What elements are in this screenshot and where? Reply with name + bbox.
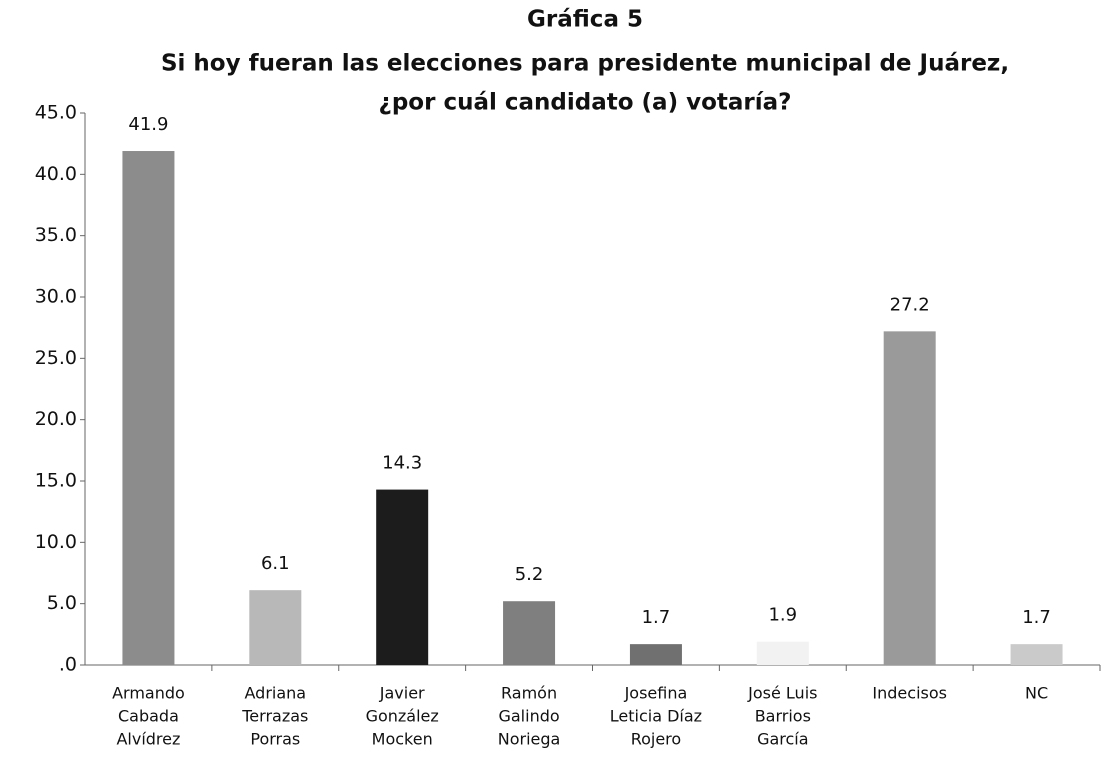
- y-tick-label: .0: [59, 654, 77, 676]
- x-tick-label: Galindo: [498, 707, 559, 726]
- x-tick-label: Josefina: [624, 684, 688, 703]
- x-tick-label: Adriana: [245, 684, 307, 703]
- bar: [503, 601, 556, 665]
- chart-title: Gráfica 5: [527, 7, 643, 33]
- y-tick-label: 40.0: [35, 163, 77, 185]
- x-tick-label: Alvídrez: [116, 730, 180, 749]
- value-label: 6.1: [261, 553, 290, 574]
- x-tick-label: Noriega: [498, 730, 561, 749]
- value-label: 27.2: [890, 294, 930, 315]
- x-tick-label: Porras: [250, 730, 300, 749]
- value-label: 1.9: [768, 605, 797, 626]
- bar: [756, 641, 809, 665]
- bar: [883, 331, 936, 665]
- value-label: 14.3: [382, 453, 422, 474]
- x-tick-label: González: [366, 707, 439, 726]
- x-tick-label: Cabada: [118, 707, 179, 726]
- bar: [629, 644, 682, 665]
- y-tick-label: 30.0: [35, 286, 77, 308]
- bar: [1010, 644, 1063, 665]
- x-tick-label: NC: [1025, 684, 1048, 703]
- value-label: 41.9: [128, 114, 168, 135]
- chart-subtitle: ¿por cuál candidato (a) votaría?: [379, 90, 792, 116]
- y-tick-label: 15.0: [35, 470, 77, 492]
- value-label: 1.7: [642, 607, 671, 628]
- bar: [122, 151, 175, 665]
- y-tick-label: 10.0: [35, 531, 77, 553]
- value-label: 1.7: [1022, 607, 1051, 628]
- x-tick-label: Rojero: [631, 730, 682, 749]
- x-tick-label: Leticia Díaz: [610, 707, 702, 726]
- y-tick-label: 35.0: [35, 224, 77, 246]
- x-tick-label: Barrios: [755, 707, 811, 726]
- y-tick-label: 5.0: [47, 592, 77, 614]
- y-tick-label: 45.0: [35, 102, 77, 124]
- bar: [249, 590, 302, 665]
- x-tick-label: José Luis: [747, 684, 817, 703]
- bar: [376, 489, 429, 665]
- y-tick-label: 20.0: [35, 408, 77, 430]
- x-tick-label: Indecisos: [872, 684, 947, 703]
- chart-subtitle: Si hoy fueran las elecciones para presid…: [161, 51, 1009, 77]
- y-tick-label: 25.0: [35, 347, 77, 369]
- value-label: 5.2: [515, 564, 544, 585]
- x-tick-label: Ramón: [501, 684, 557, 703]
- x-tick-label: Mocken: [372, 730, 433, 749]
- x-tick-label: Armando: [112, 684, 185, 703]
- x-tick-label: Terrazas: [241, 707, 308, 726]
- x-tick-label: Javier: [379, 684, 425, 703]
- x-tick-label: García: [757, 730, 808, 749]
